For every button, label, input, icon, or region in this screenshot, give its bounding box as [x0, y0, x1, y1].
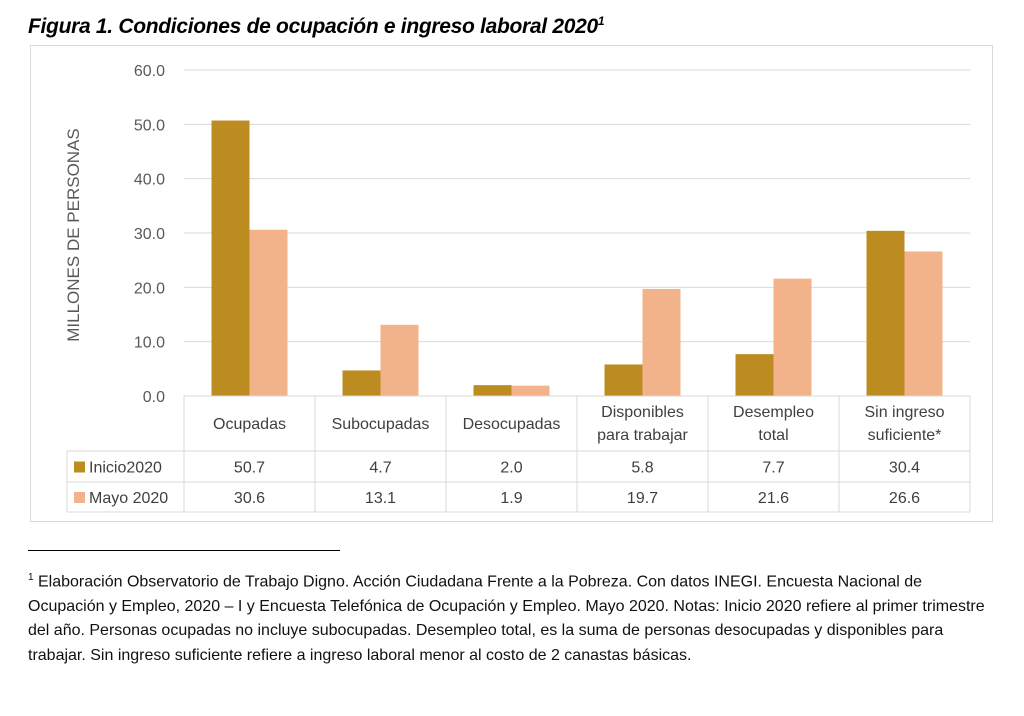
x-category-label: Desempleo [733, 404, 814, 421]
figure-title-footnote-marker: 1 [597, 14, 605, 28]
data-label: 26.6 [889, 490, 920, 507]
y-tick-label: 60.0 [134, 63, 165, 80]
bar-mayo-2020 [642, 288, 681, 396]
data-label: 19.7 [627, 490, 658, 507]
data-label: 4.7 [369, 460, 391, 477]
bar-mayo-2020 [904, 251, 943, 396]
data-label: 30.6 [234, 490, 265, 507]
data-label: 7.7 [762, 460, 784, 477]
x-category-label: Desocupadas [463, 416, 561, 433]
figure-title: Figura 1. Condiciones de ocupación e ing… [28, 14, 605, 39]
figure-title-text: Figura 1. Condiciones de ocupación e ing… [28, 15, 598, 38]
y-tick-label: 30.0 [134, 226, 165, 243]
y-tick-label: 40.0 [134, 172, 165, 189]
legend-swatch [74, 461, 85, 473]
x-category-label: para trabajar [597, 427, 688, 444]
footnote-marker: 1 [28, 572, 34, 583]
footnote-text: Elaboración Observatorio de Trabajo Dign… [28, 573, 985, 664]
bar-inicio2020 [866, 230, 905, 396]
legend-label: Inicio2020 [89, 460, 162, 477]
data-label: 5.8 [631, 460, 653, 477]
x-category-label: Subocupadas [332, 416, 430, 433]
footnote-separator [28, 550, 340, 551]
y-tick-label: 50.0 [134, 117, 165, 134]
data-label: 21.6 [758, 490, 789, 507]
bar-mayo-2020 [773, 278, 812, 396]
data-label: 50.7 [234, 460, 265, 477]
chart-frame [30, 45, 993, 522]
bar-mayo-2020 [511, 385, 550, 396]
y-tick-label: 0.0 [143, 389, 165, 406]
legend-swatch [74, 492, 85, 503]
data-label: 2.0 [500, 460, 522, 477]
bar-chart: 0.0 10.0 20.0 30.0 40.0 50.0 60.0 MILLONES DE P… [64, 63, 971, 513]
bar-inicio2020 [604, 364, 643, 396]
legend-label: Mayo 2020 [89, 490, 168, 507]
bar-inicio2020 [211, 120, 250, 396]
data-label: 30.4 [889, 460, 920, 477]
bar-inicio2020 [735, 354, 774, 396]
data-label: 13.1 [365, 490, 396, 507]
y-tick-label: 10.0 [134, 335, 165, 352]
bar-inicio2020 [473, 385, 512, 396]
bar-mayo-2020 [249, 229, 288, 396]
x-category-label: Ocupadas [213, 416, 286, 433]
x-category-label: Sin ingreso [864, 404, 944, 421]
x-category-label: Disponibles [601, 404, 684, 421]
footnote: 1 Elaboración Observatorio de Trabajo Di… [28, 566, 988, 668]
y-axis-label: MILLONES DE PERSONAS [64, 128, 83, 342]
y-tick-label: 20.0 [134, 280, 165, 297]
bar-inicio2020 [342, 370, 381, 396]
x-category-label: suficiente* [868, 427, 942, 444]
x-category-label: total [758, 427, 788, 444]
data-label: 1.9 [500, 490, 522, 507]
bar-mayo-2020 [380, 324, 419, 396]
